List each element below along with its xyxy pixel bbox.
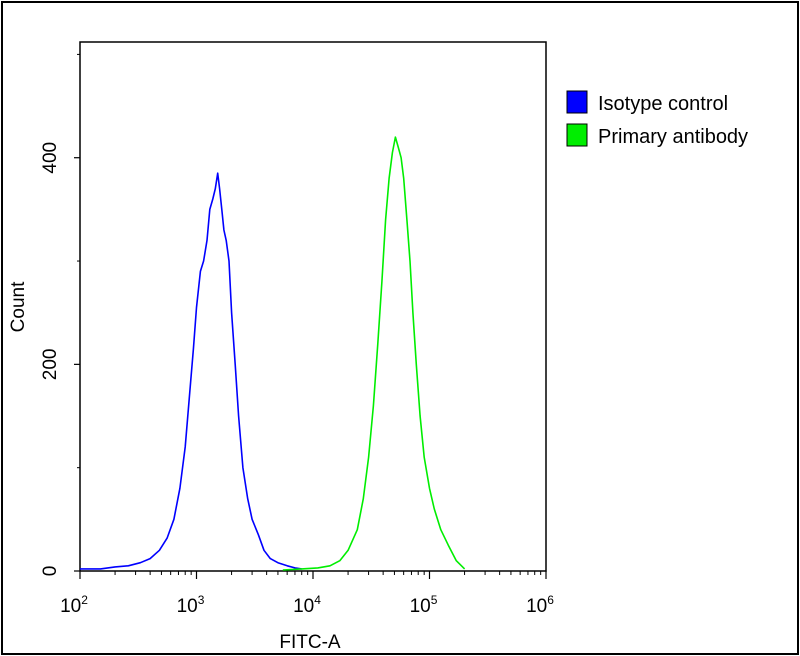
plot-axes [79, 41, 547, 572]
plot-area-border [79, 41, 547, 572]
plot-series [80, 136, 466, 571]
x-tick-label: 105 [410, 593, 438, 617]
legend-label-2: Primary antibody [598, 126, 748, 148]
legend-swatch-1 [566, 90, 588, 114]
x-tick-label: 104 [293, 593, 321, 617]
legend: Isotype control Primary antibody [566, 90, 748, 148]
y-tick-label: 200 [40, 349, 61, 381]
x-tick-label: 102 [60, 593, 88, 617]
x-axis-title: FITC-A [279, 632, 341, 653]
series-line-2 [282, 136, 466, 571]
axis-ticks: 0 200 400 102 103 104 105 106 [40, 53, 554, 617]
series-line-1 [80, 172, 302, 570]
legend-label-1: Isotype control [598, 93, 728, 115]
y-tick-label: 400 [40, 142, 61, 174]
legend-swatch-2 [566, 123, 588, 147]
y-tick-label: 0 [40, 566, 61, 577]
x-tick-label: 103 [177, 593, 205, 617]
y-axis-title: Count [8, 281, 29, 332]
x-tick-label: 106 [526, 593, 554, 617]
